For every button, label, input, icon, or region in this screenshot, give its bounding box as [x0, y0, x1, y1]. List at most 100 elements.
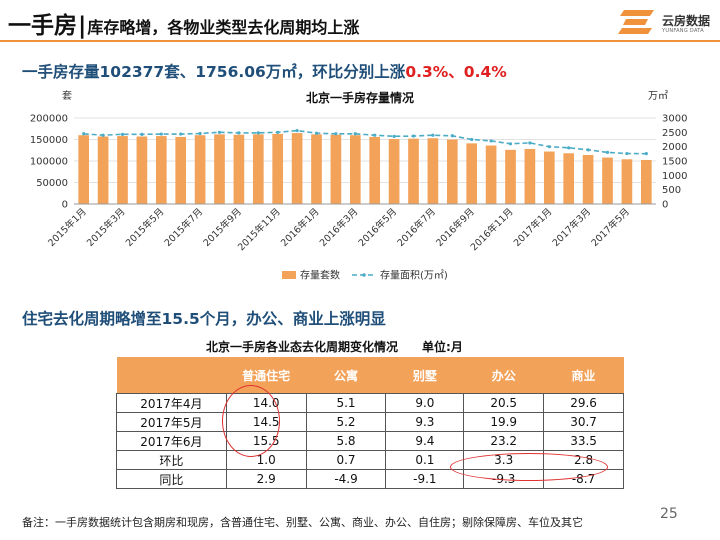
x-axis-tick-label: 2017年3月: [550, 206, 593, 249]
table-cell: 33.5: [543, 431, 624, 451]
left-axis-tick-label: 150000: [30, 135, 68, 146]
bar-stock-units: [543, 151, 555, 204]
table-header-cell: 别墅: [385, 357, 464, 394]
bar-stock-units: [388, 139, 400, 204]
line-point: [82, 132, 86, 136]
highlight-ring-office-commercial: [450, 453, 608, 481]
right-axis-unit: 万㎡: [648, 90, 668, 102]
table-cell: 9.3: [385, 412, 465, 432]
right-axis-tick-label: 2500: [662, 128, 687, 139]
table-cell: -4.9: [305, 469, 387, 489]
table-cell: 2.9: [225, 469, 307, 489]
brand-logo: 云房数据 YUNFANG DATA: [618, 6, 714, 40]
headline-stock-highlight: 0.3%、0.4%: [405, 63, 507, 81]
table-cell: 20.5: [463, 393, 545, 413]
table-row: 2017年6月 15.5 5.8 9.4 23.2 33.5: [116, 431, 624, 451]
legend-swatch-bar: [282, 271, 296, 279]
table-cell: 29.6: [543, 393, 624, 413]
table-cell: 23.2: [463, 431, 545, 451]
line-point: [256, 131, 260, 135]
table-cell: 5.1: [305, 393, 387, 413]
table-row: 2017年5月 14.5 5.2 9.3 19.9 30.7: [116, 412, 624, 432]
line-point: [140, 132, 144, 136]
bar-stock-units: [485, 145, 497, 204]
logo-text: 云房数据: [662, 14, 711, 28]
line-point: [567, 146, 571, 150]
line-point: [644, 152, 648, 156]
x-axis-tick-label: 2016年1月: [278, 206, 321, 249]
bar-stock-units: [330, 134, 342, 204]
table-cell: 0.7: [305, 450, 387, 470]
table-cell: 2017年6月: [116, 431, 227, 451]
table-cell: 19.9: [463, 412, 545, 432]
table-row: 同比 2.9 -4.9 -9.1 -9.3 -8.7: [116, 469, 624, 489]
left-axis-tick-label: 100000: [30, 157, 68, 168]
x-axis-tick-label: 2015年5月: [123, 206, 166, 249]
line-point: [198, 131, 202, 136]
table-cell: 环比: [116, 450, 227, 470]
right-axis-tick-label: 2000: [662, 142, 687, 153]
line-point: [625, 151, 629, 156]
bar-stock-units: [233, 134, 245, 204]
logo-subtext: YUNFANG DATA: [662, 28, 704, 34]
bar-stock-units: [621, 159, 633, 204]
bar-stock-units: [78, 135, 90, 204]
line-point: [217, 130, 222, 134]
line-point: [470, 137, 474, 142]
line-stock-area: [83, 129, 647, 155]
table-cell: 9.4: [385, 431, 465, 451]
table-header-row: 普通住宅 公寓 别墅 办公 商业: [116, 357, 624, 394]
page-header: 一手房 | 库存略增，各物业类型去化周期均上涨: [8, 6, 360, 39]
table-header-cell: 办公: [463, 357, 544, 394]
line-point: [101, 133, 105, 137]
bar-stock-units: [194, 135, 206, 204]
x-axis-tick-label: 2015年9月: [201, 206, 244, 249]
table-header-cell: 商业: [543, 357, 624, 394]
page-number: 25: [660, 506, 678, 522]
headline-stock: 一手房存量102377套、1756.06万㎡，环比分别上涨0.3%、0.4%: [22, 60, 507, 82]
table-cell: -9.1: [385, 469, 465, 489]
left-axis-tick-label: 50000: [36, 178, 68, 189]
bar-stock-units: [582, 154, 594, 204]
right-axis-tick-label: 3000: [662, 114, 687, 125]
bar-stock-units: [311, 134, 322, 204]
chart-title: 北京一手房存量情况: [306, 90, 414, 105]
legend-label-bar: 存量套数: [300, 269, 340, 282]
bar-stock-units: [524, 148, 536, 204]
x-axis-tick-label: 2016年5月: [356, 206, 399, 249]
line-point: [411, 134, 416, 138]
header-title-sub: 库存略增，各物业类型去化周期均上涨: [87, 18, 360, 37]
line-point: [489, 139, 493, 143]
header-title-main: 一手房: [8, 13, 77, 39]
x-axis-tick-label: 2015年7月: [162, 206, 205, 249]
x-axis-tick-label: 2017年1月: [511, 206, 554, 249]
x-axis-tick-label: 2016年3月: [317, 206, 360, 249]
right-axis-tick-label: 0: [662, 200, 668, 211]
line-point: [431, 133, 435, 137]
x-axis-tick-label: 2016年9月: [434, 206, 477, 249]
left-axis-unit: 套: [62, 89, 72, 102]
line-point: [547, 145, 551, 149]
table-cell: 9.0: [385, 393, 465, 413]
highlight-ring-residential: [222, 385, 280, 457]
bar-stock-units: [155, 136, 167, 204]
bar-stock-units: [369, 136, 381, 204]
right-axis-tick-label: 500: [662, 185, 681, 196]
bar-stock-units: [117, 136, 128, 204]
table-cell: 2017年4月: [116, 393, 227, 413]
x-axis-tick-label: 2016年7月: [395, 206, 438, 249]
line-point: [353, 132, 357, 136]
legend-label-line: 存量面积(万㎡): [380, 269, 448, 282]
table-cell: 5.8: [305, 431, 387, 451]
logo-icon: [618, 10, 654, 34]
x-axis-tick-label: 2015年3月: [84, 206, 127, 249]
table-header-cell: 公寓: [306, 357, 386, 394]
bar-stock-units: [466, 143, 478, 204]
bar-stock-units: [427, 138, 439, 204]
header-divider: |: [78, 13, 87, 39]
line-point: [528, 141, 532, 145]
bar-stock-units: [349, 135, 361, 204]
line-point: [179, 132, 183, 136]
table-cell: 5.2: [305, 412, 387, 432]
line-point: [159, 132, 163, 136]
